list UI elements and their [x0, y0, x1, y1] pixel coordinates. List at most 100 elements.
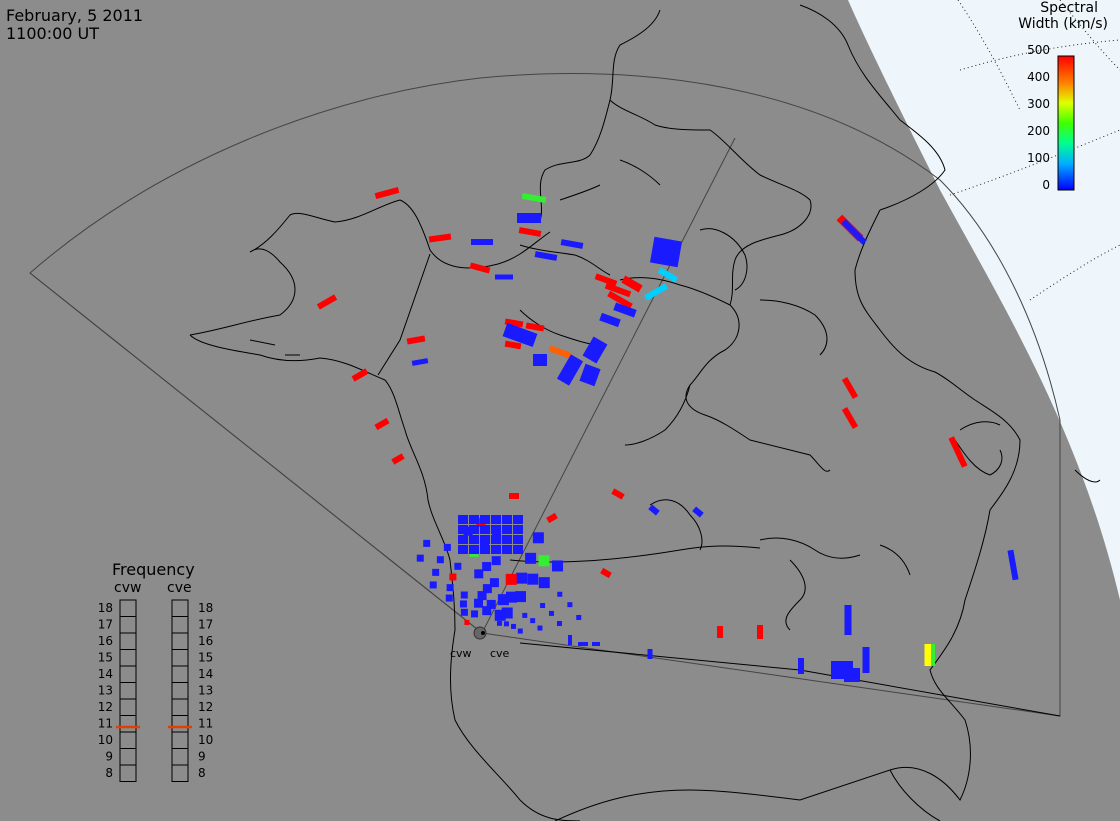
frequency-label-cve: cve: [167, 580, 192, 596]
echo-cell: [517, 628, 523, 634]
echo-cell: [613, 302, 637, 318]
echo-cell: [458, 545, 468, 554]
frequency-tick: 13: [98, 684, 113, 698]
echo-cell: [518, 227, 542, 237]
frequency-title: Frequency: [112, 560, 195, 579]
colorbar-gradient: [1057, 55, 1075, 191]
echo-cell: [504, 318, 524, 328]
echo-cell: [491, 515, 501, 524]
radar-site-cvw: [473, 626, 487, 640]
echo-cell: [469, 535, 479, 544]
radar-sites: cvw cve: [450, 626, 510, 660]
frequency-label-cvw: cvw: [114, 580, 141, 596]
echo-cell: [458, 525, 468, 534]
echo-cell: [537, 625, 543, 631]
echo-cell: [480, 515, 490, 524]
echo-cell: [474, 598, 484, 608]
echo-cell: [502, 545, 512, 554]
echo-cell: [1007, 549, 1019, 581]
echo-cell: [501, 607, 513, 619]
frequency-tick: 12: [198, 700, 213, 714]
frequency-tick: 9: [198, 750, 206, 764]
frequency-cell: [171, 715, 189, 733]
date-label: February, 5 2011: [6, 6, 144, 25]
echo-cell: [515, 591, 527, 603]
echo-cell: [495, 274, 513, 280]
echo-cell: [522, 612, 528, 618]
echo-cell: [436, 556, 444, 564]
frequency-cell: [119, 748, 137, 766]
colorbar-tick-100: 100: [1027, 151, 1050, 165]
echo-cell: [502, 525, 512, 534]
frequency-cell: [119, 698, 137, 716]
echo-cell: [657, 267, 679, 283]
echo-cell: [505, 591, 517, 603]
echo-cell: [527, 573, 539, 585]
geographic-grid: [949, 0, 1120, 301]
echo-cell: [449, 573, 457, 581]
echo-cell: [496, 620, 502, 626]
echo-cell: [505, 573, 517, 585]
frequency-cell: [171, 698, 189, 716]
coastlines: [189, 4, 1101, 821]
echo-cell: [494, 609, 506, 621]
radar-label-cvw: cvw: [450, 647, 472, 660]
echo-cell: [511, 623, 517, 629]
echo-cell: [533, 354, 547, 366]
frequency-cell: [171, 764, 189, 782]
frequency-tick: 17: [198, 618, 213, 632]
echo-cell: [445, 594, 453, 602]
frequency-panel: Frequency cvw cve 18 17 16 15 14 13 12 11 10 9 8 18…: [98, 560, 213, 782]
frequency-tick: 11: [198, 717, 213, 731]
echo-cell: [568, 635, 572, 645]
echo-cell: [374, 417, 390, 431]
echo-cell: [548, 345, 572, 359]
echo-cell: [579, 363, 601, 387]
echo-cell: [540, 603, 546, 609]
frequency-tick: 11: [98, 717, 113, 731]
echo-cell: [582, 336, 608, 364]
echo-cell: [757, 625, 763, 639]
echo-cell: [513, 515, 523, 524]
echo-cell: [594, 273, 618, 287]
echo-cell: [482, 584, 492, 594]
echo-cell: [446, 584, 454, 592]
frequency-tick: 14: [198, 667, 213, 681]
frequency-cell: [119, 599, 137, 617]
echo-cell: [459, 600, 467, 608]
time-label: 1100:00 UT: [6, 24, 100, 43]
echo-cell: [460, 591, 468, 599]
echo-cell: [611, 488, 625, 500]
frequency-cell: [119, 665, 137, 683]
frequency-cell: [171, 649, 189, 667]
echo-cell: [502, 515, 512, 524]
echo-cell: [948, 436, 968, 468]
frequency-cell: [171, 632, 189, 650]
frequency-cell: [171, 616, 189, 634]
frequency-tick: 8: [198, 766, 206, 780]
echo-cell: [491, 535, 501, 544]
radar-label-cve: cve: [490, 647, 510, 660]
echo-cell: [513, 535, 523, 544]
frequency-cell: [171, 599, 189, 617]
colorbar-title-line1: Spectral: [1040, 0, 1098, 16]
colorbar-tick-500: 500: [1027, 43, 1050, 57]
echo-cell: [599, 312, 621, 328]
echo-cell: [480, 540, 489, 549]
echo-cell: [458, 535, 468, 544]
frequency-tick: 8: [105, 766, 113, 780]
echo-cell: [503, 621, 509, 627]
frequency-tick: 16: [198, 634, 213, 648]
echo-cell: [530, 618, 536, 624]
echo-cell: [513, 525, 523, 534]
echo-cell: [560, 239, 584, 249]
echo-cell: [525, 552, 537, 564]
frequency-cell: [119, 616, 137, 634]
echo-cell: [491, 525, 501, 534]
echo-cell: [841, 406, 859, 430]
spectral-width-colorbar: Spectral Width (km/s) 500 400 300 200 10…: [1018, 0, 1108, 192]
echo-cell: [460, 608, 468, 616]
frequency-cell: [171, 682, 189, 700]
